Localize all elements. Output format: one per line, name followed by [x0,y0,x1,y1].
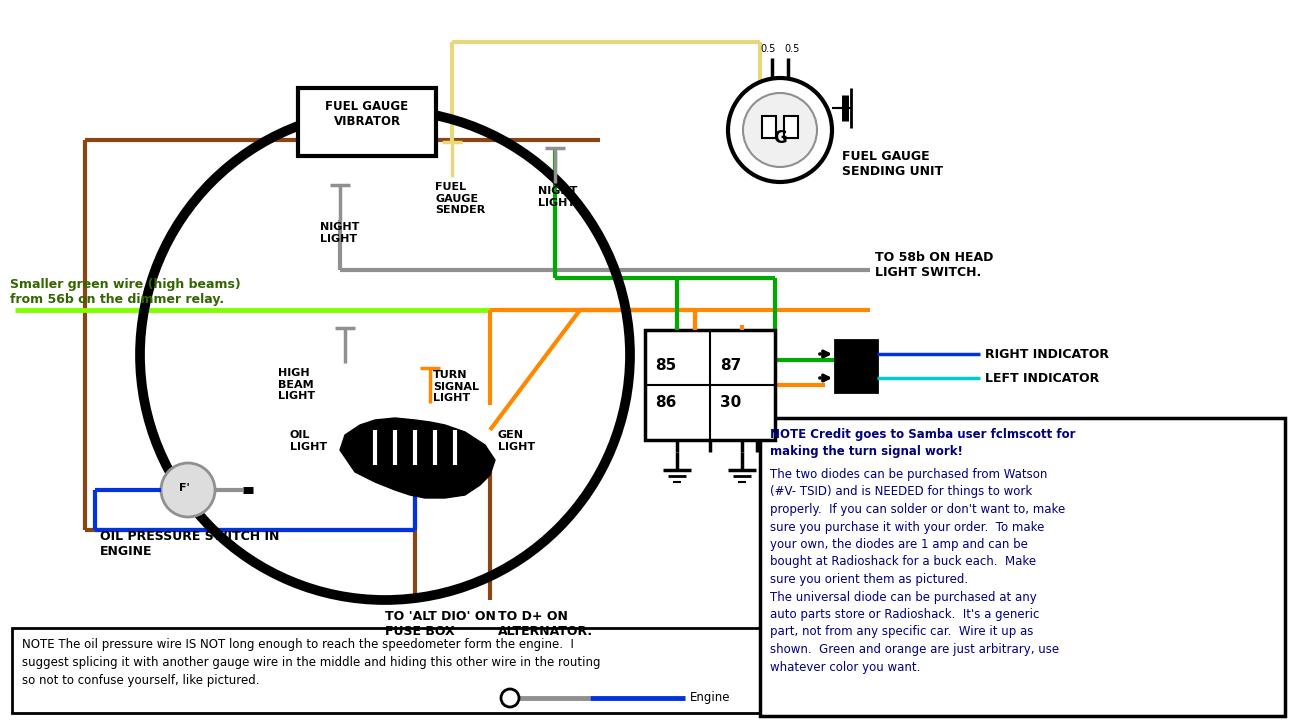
Text: Smaller green wire (high beams)
from 56b on the dimmer relay.: Smaller green wire (high beams) from 56b… [10,278,241,306]
Text: OIL
LIGHT: OIL LIGHT [290,430,328,451]
Text: The two diodes can be purchased from Watson
(#V- TSID) and is NEEDED for things : The two diodes can be purchased from Wat… [771,468,1066,673]
Bar [298,88,436,156]
Text: F': F' [179,483,189,493]
Text: RIGHT INDICATOR: RIGHT INDICATOR [985,348,1109,361]
Text: FUEL GAUGE
SENDING UNIT: FUEL GAUGE SENDING UNIT [842,150,943,178]
Text: G: G [773,129,787,147]
Text: TO 58b ON HEAD
LIGHT SWITCH.: TO 58b ON HEAD LIGHT SWITCH. [875,251,993,279]
Text: GEN
LIGHT: GEN LIGHT [499,430,535,451]
Text: 30: 30 [720,395,741,410]
Circle shape [501,689,519,707]
Text: 0.5: 0.5 [760,44,776,54]
Text: NOTE Credit goes to Samba user fclmscott for
making the turn signal work!: NOTE Credit goes to Samba user fclmscott… [771,428,1076,459]
Bar [12,628,822,713]
Circle shape [743,93,817,167]
Text: 87: 87 [720,358,741,373]
Text: OIL PRESSURE SWITCH IN
ENGINE: OIL PRESSURE SWITCH IN ENGINE [100,530,280,558]
Text: FUEL GAUGE
VIBRATOR: FUEL GAUGE VIBRATOR [325,100,408,128]
Text: FUEL
GAUGE
SENDER: FUEL GAUGE SENDER [435,182,486,215]
Polygon shape [341,418,495,498]
Bar [835,340,877,392]
Text: LEFT INDICATOR: LEFT INDICATOR [985,372,1099,384]
Text: NIGHT
LIGHT: NIGHT LIGHT [537,186,578,207]
Text: TURN
SIGNAL
LIGHT: TURN SIGNAL LIGHT [433,370,479,403]
Bar [761,116,776,138]
Text: TO D+ ON
ALTERNATOR.: TO D+ ON ALTERNATOR. [499,610,593,638]
Circle shape [161,463,215,517]
Bar [760,418,1285,716]
Text: 0.5: 0.5 [785,44,800,54]
Text: Engine: Engine [690,691,730,704]
Text: 86: 86 [655,395,676,410]
Text: TO 'ALT DIO' ON
FUSE BOX: TO 'ALT DIO' ON FUSE BOX [385,610,496,638]
Bar [783,116,798,138]
Text: 85: 85 [655,358,676,373]
Text: NOTE The oil pressure wire IS NOT long enough to reach the speedometer form the : NOTE The oil pressure wire IS NOT long e… [22,638,601,687]
Text: HIGH
BEAM
LIGHT: HIGH BEAM LIGHT [278,368,315,401]
Text: NIGHT
LIGHT: NIGHT LIGHT [320,222,360,243]
Bar [645,330,774,440]
Circle shape [728,78,831,182]
